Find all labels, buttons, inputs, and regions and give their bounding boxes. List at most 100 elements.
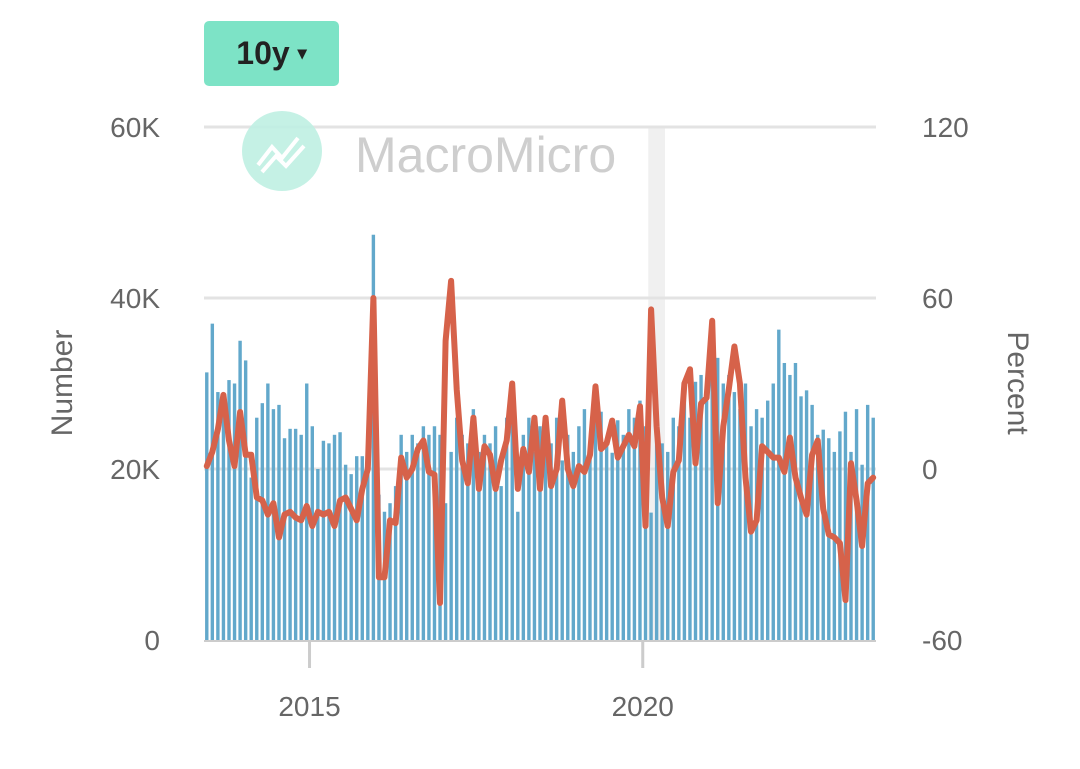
bar — [543, 434, 548, 640]
bar — [321, 440, 326, 640]
bar — [810, 404, 814, 640]
bar — [554, 417, 559, 640]
bar — [582, 409, 587, 640]
bar — [349, 474, 353, 640]
bar — [443, 503, 448, 640]
bar — [643, 426, 648, 640]
bar — [588, 443, 592, 640]
bar — [865, 404, 870, 640]
bar — [782, 362, 787, 640]
bar — [255, 417, 259, 640]
right-tick-label: -60 — [922, 625, 962, 656]
bar — [688, 417, 692, 640]
bar — [260, 403, 265, 640]
bar — [693, 381, 698, 640]
bar — [293, 428, 298, 640]
bar — [405, 451, 409, 640]
bar — [666, 451, 670, 640]
bar — [638, 400, 642, 640]
watermark-logo-chart-glyph — [256, 136, 306, 174]
left-tick-label: 0 — [144, 625, 160, 656]
bar — [410, 434, 414, 640]
bar — [466, 443, 470, 640]
x-tick-label: 2020 — [612, 691, 674, 722]
bar — [282, 438, 287, 640]
bar — [393, 486, 398, 640]
bar — [360, 456, 364, 640]
bar — [288, 428, 292, 640]
bar — [682, 390, 687, 640]
bar — [849, 451, 853, 640]
bar — [621, 434, 626, 640]
bar — [832, 451, 837, 640]
bar — [727, 374, 731, 640]
bar — [399, 434, 403, 640]
bar — [338, 432, 342, 640]
bar — [871, 417, 875, 640]
bar — [227, 380, 231, 640]
bar — [766, 400, 770, 640]
bar — [616, 420, 620, 640]
bar — [815, 434, 820, 640]
right-tick-label: 0 — [922, 454, 938, 485]
bar — [788, 374, 792, 640]
bar — [327, 443, 331, 640]
range-selector-button[interactable]: 10y ▾ — [204, 21, 339, 86]
bar — [743, 383, 748, 640]
bar — [771, 383, 775, 640]
bar — [482, 434, 487, 640]
bar — [699, 374, 703, 640]
bar — [221, 400, 226, 640]
bar — [843, 411, 848, 640]
bar — [571, 451, 576, 640]
bar — [777, 329, 781, 640]
bar — [677, 426, 681, 640]
bar — [449, 451, 453, 640]
left-axis-title: Number — [46, 330, 79, 437]
bar — [799, 396, 803, 640]
bar — [860, 464, 864, 640]
bar — [316, 469, 320, 640]
bar — [510, 409, 514, 640]
bar — [604, 438, 609, 640]
bar — [566, 434, 570, 640]
bar — [838, 431, 842, 640]
bar — [238, 340, 242, 640]
bar — [532, 451, 537, 640]
bar — [210, 323, 215, 640]
bar — [521, 434, 526, 640]
bar — [460, 434, 464, 640]
bar — [760, 417, 764, 640]
bar — [388, 503, 392, 640]
watermark-text: MacroMicro — [355, 127, 616, 183]
bar — [427, 434, 431, 640]
bar — [671, 417, 675, 640]
left-tick-label: 40K — [110, 283, 160, 314]
bar — [232, 383, 237, 640]
bar — [504, 417, 509, 640]
bar — [610, 452, 614, 640]
bar — [710, 338, 714, 640]
bar — [738, 409, 742, 640]
bar — [516, 511, 520, 640]
bar — [243, 360, 248, 640]
bar — [205, 372, 209, 640]
bar — [343, 464, 348, 640]
range-label: 10y — [236, 35, 290, 71]
bar — [271, 409, 276, 640]
bar — [416, 443, 420, 640]
bar — [549, 443, 553, 640]
bar — [299, 434, 303, 640]
bar — [249, 477, 253, 640]
bar — [477, 451, 481, 640]
bar — [599, 411, 603, 640]
bar — [355, 456, 359, 640]
bar — [499, 486, 503, 640]
bar — [488, 443, 492, 640]
bar — [560, 460, 564, 640]
bar — [704, 400, 709, 640]
bar — [538, 426, 542, 640]
bar — [732, 392, 737, 640]
bar — [577, 426, 581, 640]
